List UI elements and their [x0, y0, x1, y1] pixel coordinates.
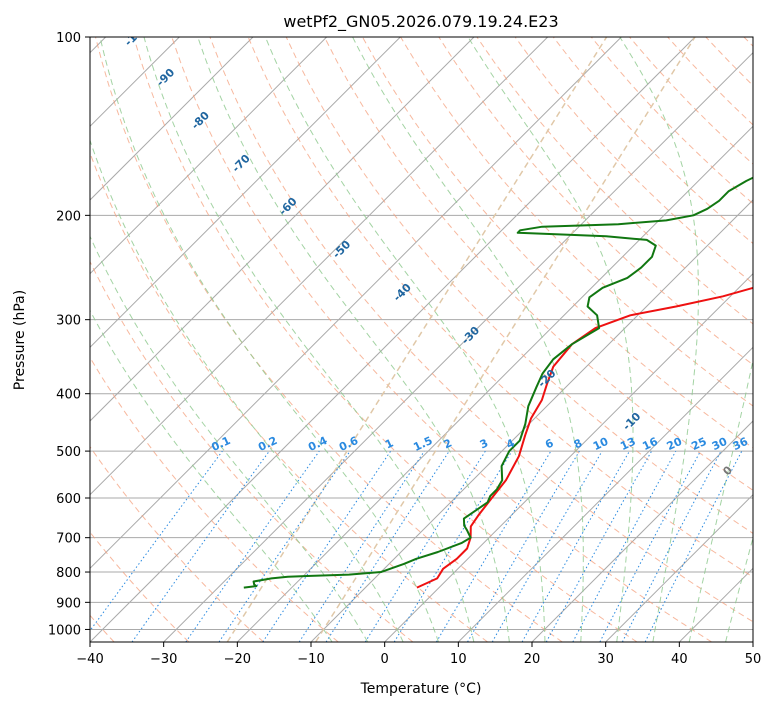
mixing-ratio-line	[325, 450, 450, 642]
isotherm-line	[90, 37, 401, 349]
dry-adiabat-line	[171, 37, 712, 642]
plot-frame	[89, 36, 754, 643]
dry-adiabat-line	[90, 445, 264, 642]
mixing-ratio-line	[521, 450, 630, 642]
x-tick-label: −10	[297, 652, 324, 667]
x-tick-label: −40	[76, 652, 103, 667]
dry-adiabat-line	[323, 37, 753, 491]
x-tick-label: 40	[671, 652, 688, 667]
y-tick-label: 900	[56, 596, 81, 611]
isotherm-line	[90, 37, 549, 496]
dry-adiabat-line	[476, 37, 753, 325]
x-tick-label: −20	[224, 652, 251, 667]
x-tick-label: 10	[450, 652, 467, 667]
moist-adiabat-line	[688, 357, 753, 642]
temperature-profile	[416, 286, 753, 589]
mixing-ratio-label: 30	[710, 435, 730, 453]
reference-curve	[226, 37, 608, 642]
mixing-ratio-line	[298, 450, 425, 642]
mixing-ratio-line	[218, 450, 351, 642]
isotherm-line	[236, 125, 753, 642]
y-tick-label: 200	[56, 209, 81, 224]
x-tick-label: −30	[150, 652, 177, 667]
x-tick-label: 30	[597, 652, 614, 667]
x-tick-label: 50	[745, 652, 762, 667]
moist-adiabat-line	[619, 37, 699, 642]
x-tick-label: 20	[524, 652, 541, 667]
isotherm-line	[457, 346, 753, 642]
isotherm-line	[90, 37, 696, 642]
reference-curve	[315, 37, 696, 642]
dry-adiabat-label: -100	[122, 20, 151, 49]
mixing-ratio-label: 10	[591, 435, 611, 453]
y-tick-label: 800	[56, 566, 81, 581]
isotherm-line	[384, 272, 753, 642]
moist-adiabat-line	[90, 138, 404, 642]
mixing-ratio-line	[545, 450, 653, 642]
mixing-ratio-line	[262, 450, 392, 642]
mixing-ratio-label: 36	[731, 435, 751, 453]
mixing-ratio-label: 25	[689, 435, 708, 453]
isotherm-line	[163, 51, 753, 642]
dewpoint-profile	[243, 176, 753, 589]
moist-adiabat-line	[264, 37, 546, 642]
mixing-ratio-line	[131, 450, 270, 642]
moist-adiabat-line	[99, 37, 439, 642]
moist-adiabat-line	[352, 37, 584, 642]
dry-adiabat-line	[514, 37, 753, 285]
isotherm-line	[90, 37, 254, 201]
y-tick-label: 500	[56, 445, 81, 460]
y-tick-label: 1000	[48, 623, 81, 638]
mixing-ratio-line	[644, 450, 743, 642]
moist-adiabat-line	[725, 536, 753, 642]
x-tick-label: 0	[381, 652, 389, 667]
isotherm-line	[90, 37, 622, 570]
mixing-ratio-line	[90, 450, 223, 632]
isotherm-line	[605, 493, 753, 642]
y-tick-label: 300	[56, 314, 81, 329]
y-tick-label: 400	[56, 388, 81, 403]
chart-title: wetPf2_GN05.2026.079.19.24.E23	[283, 12, 558, 32]
mixing-ratio-line	[185, 450, 320, 642]
y-tick-label: 700	[56, 532, 81, 547]
mixing-ratio-label: 13	[618, 435, 637, 453]
dry-adiabat-line	[209, 37, 753, 623]
dry-adiabat-line	[90, 260, 414, 642]
dry-adiabat-line	[247, 37, 753, 578]
mixing-ratio-line	[572, 450, 677, 642]
isotherm-line	[90, 37, 475, 422]
y-axis-label: Pressure (hPa)	[12, 290, 28, 390]
mixing-ratio-label: 20	[665, 435, 685, 453]
moist-adiabat-line	[143, 37, 475, 642]
moist-adiabat-line	[197, 37, 510, 642]
dry-adiabat-line	[90, 356, 339, 642]
dry-adiabat-line	[133, 37, 638, 642]
mixing-ratio-label: 16	[640, 435, 660, 453]
y-tick-label: 100	[56, 31, 81, 46]
dry-adiabat-line	[95, 37, 563, 642]
isotherm-line	[531, 420, 753, 642]
x-axis-label: Temperature (°C)	[360, 681, 482, 697]
mixing-ratio-line	[393, 450, 513, 642]
y-tick-label: 600	[56, 492, 81, 507]
dry-adiabat-line	[285, 37, 753, 535]
isotherm-line	[90, 37, 328, 275]
